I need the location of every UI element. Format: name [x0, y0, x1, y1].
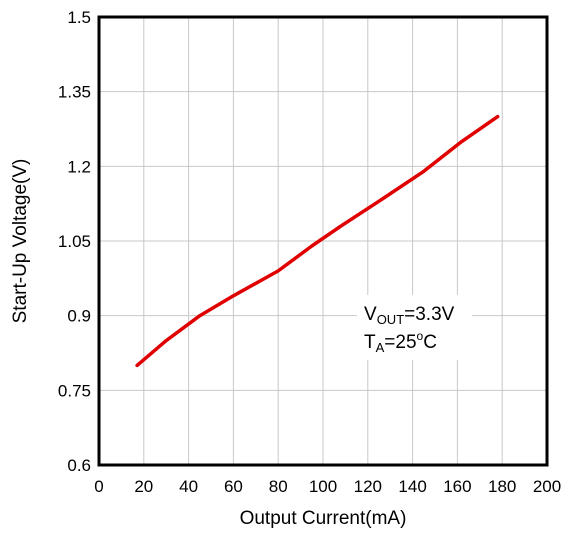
- x-tick-label: 180: [488, 477, 516, 496]
- annotation-vout-subscript: OUT: [377, 312, 405, 327]
- x-tick-label: 140: [398, 477, 426, 496]
- y-tick-label: 0.75: [58, 381, 91, 400]
- x-tick-label: 160: [443, 477, 471, 496]
- x-tick-label: 100: [309, 477, 337, 496]
- annotation-box: VOUT=3.3V TA=25oC: [357, 295, 472, 360]
- y-tick-label: 0.9: [67, 307, 91, 326]
- x-axis-title: Output Current(mA): [240, 508, 407, 529]
- x-tick-label: 120: [354, 477, 382, 496]
- annotation-ta: TA=25oC: [364, 329, 437, 355]
- x-tick-label: 20: [134, 477, 153, 496]
- x-tick-label: 40: [179, 477, 198, 496]
- y-tick-label: 0.6: [67, 456, 91, 475]
- y-tick-label: 1.05: [58, 232, 91, 251]
- y-tick-label: 1.5: [67, 8, 91, 27]
- y-tick-label: 1.35: [58, 83, 91, 102]
- annotation-vout-main: V: [364, 304, 377, 325]
- annotation-ta-main: T: [364, 332, 376, 353]
- x-tick-label: 200: [533, 477, 561, 496]
- x-tick-label: 80: [269, 477, 288, 496]
- annotation-vout-value: =3.3V: [404, 304, 455, 325]
- annotation-ta-subscript: A: [376, 340, 385, 355]
- y-axis-title: Start-Up Voltage(V): [10, 159, 31, 324]
- annotation-ta-unit: C: [423, 332, 437, 353]
- x-tick-label: 60: [224, 477, 243, 496]
- y-tick-label: 1.2: [67, 157, 91, 176]
- annotation-ta-value: =25: [384, 332, 416, 353]
- x-tick-label: 0: [94, 477, 103, 496]
